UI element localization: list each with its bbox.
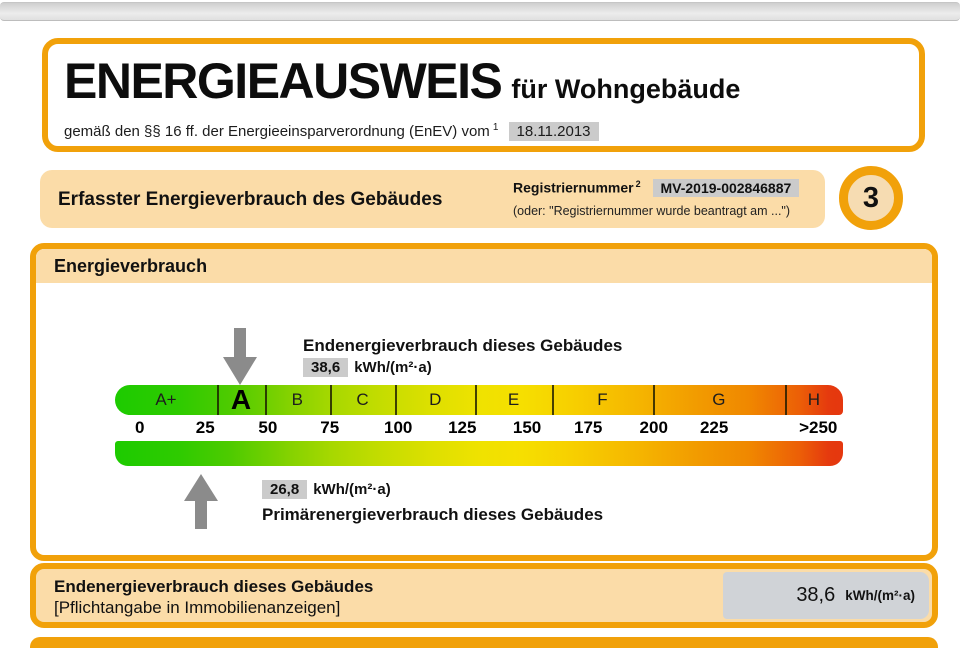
next-section-top-edge — [30, 637, 938, 648]
class-divider — [216, 385, 219, 415]
class-divider — [264, 385, 267, 415]
primary-energy-label: Primärenergieverbrauch dieses Gebäudes — [262, 505, 604, 524]
title-row: ENERGIEAUSWEIS für Wohngebäude — [64, 52, 740, 110]
end-energy-summary-text: Endenergieverbrauch dieses Gebäudes [Pfl… — [54, 576, 373, 618]
end-energy-label: Endenergieverbrauch dieses Gebäudes — [303, 336, 623, 355]
scale-tick-250plus: >250 — [799, 418, 838, 437]
class-divider — [784, 385, 787, 415]
registration-number-label: Registriernummer — [513, 179, 634, 196]
registration-number-chip: MV-2019-002846887 — [652, 178, 800, 197]
recorded-consumption-band: Erfasster Energieverbrauch des Gebäudes … — [40, 170, 825, 228]
certificate-title: ENERGIEAUSWEIS — [64, 53, 503, 109]
scale-class-b: B — [291, 390, 304, 409]
scale-tick-100: 100 — [384, 418, 413, 437]
class-divider — [329, 385, 332, 415]
class-divider — [551, 385, 554, 415]
end-energy-value-chip: 38,6 — [303, 358, 349, 377]
scale-tick-strip: 0 25 50 75 100 125 150 175 200 225 >250 — [115, 415, 843, 441]
energy-efficiency-scale: A+ A B C D E F G H 0 25 50 75 100 125 15… — [115, 385, 843, 466]
registration-alt-text: (oder: "Registriernummer wurde beantragt… — [513, 203, 791, 218]
scale-tick-225: 225 — [699, 418, 729, 437]
scale-tick-75: 75 — [320, 418, 340, 437]
end-energy-summary-subtitle: [Pflichtangabe in Immobilienanzeigen] — [54, 598, 341, 617]
regulation-text: gemäß den §§ 16 ff. der Energieeinsparve… — [64, 123, 490, 140]
primary-energy-gradient-band — [115, 441, 843, 466]
end-energy-value-box: 38,6 kWh/(m²·a) — [723, 572, 929, 619]
registration-number-line: Registriernummer 2 MV-2019-002846887 — [513, 178, 800, 197]
end-energy-summary-unit: kWh/(m²·a) — [845, 588, 915, 603]
regulation-date-chip: 18.11.2013 — [508, 122, 599, 141]
primary-energy-unit: kWh/(m²·a) — [313, 481, 391, 498]
scale-tick-175: 175 — [574, 418, 603, 437]
scale-tick-125: 125 — [448, 418, 477, 437]
certificate-header-box: ENERGIEAUSWEIS für Wohngebäude gemäß den … — [42, 38, 925, 152]
class-divider — [652, 385, 655, 415]
scale-class-a-plus: A+ — [155, 390, 177, 409]
energy-consumption-box: Energieverbrauch Endenergieverbrauch die… — [30, 243, 938, 561]
end-energy-summary-box: Endenergieverbrauch dieses Gebäudes [Pfl… — [30, 563, 938, 628]
primary-energy-marker-arrow-up-icon — [184, 474, 218, 529]
scale-class-d: D — [429, 390, 442, 409]
page-number-badge: 3 — [839, 166, 903, 230]
scale-tick-0: 0 — [135, 418, 145, 437]
end-energy-summary-value: 38,6 — [796, 584, 836, 606]
primary-energy-value-chip: 26,8 — [262, 480, 308, 499]
scale-class-h: H — [807, 390, 820, 409]
class-divider — [475, 385, 478, 415]
primary-energy-value-row: 26,8 kWh/(m²·a) — [262, 480, 391, 499]
scale-tick-200: 200 — [639, 418, 668, 437]
regulation-line: gemäß den §§ 16 ff. der Energieeinsparve… — [64, 122, 599, 141]
scale-tick-150: 150 — [512, 418, 542, 437]
end-energy-marker-arrow-down-icon — [223, 328, 257, 385]
efficiency-class-band: A+ A B C D E F G H — [115, 385, 843, 415]
scale-class-c: C — [356, 390, 369, 409]
recorded-consumption-title: Erfasster Energieverbrauch des Gebäudes — [58, 189, 443, 210]
end-energy-summary-title: Endenergieverbrauch dieses Gebäudes — [54, 577, 374, 596]
registration-block: Registriernummer 2 MV-2019-002846887 (ode… — [513, 178, 800, 218]
end-energy-unit: kWh/(m²·a) — [354, 359, 432, 376]
scale-class-a-highlighted: A — [230, 384, 252, 415]
scale-tick-25: 25 — [195, 418, 215, 437]
certificate-title-suffix: für Wohngebäude — [511, 74, 741, 104]
scale-class-f: F — [597, 390, 608, 409]
end-energy-value-row: 38,6 kWh/(m²·a) — [303, 358, 432, 377]
scale-tick-50: 50 — [258, 418, 278, 437]
energy-section-header: Energieverbrauch — [36, 249, 932, 283]
scale-class-e: E — [507, 390, 520, 409]
window-top-bar — [0, 2, 960, 21]
footnote-1-marker: 1 — [492, 122, 499, 133]
footnote-2-marker: 2 — [635, 179, 641, 189]
class-divider — [395, 385, 398, 415]
scale-class-g: G — [712, 390, 726, 409]
